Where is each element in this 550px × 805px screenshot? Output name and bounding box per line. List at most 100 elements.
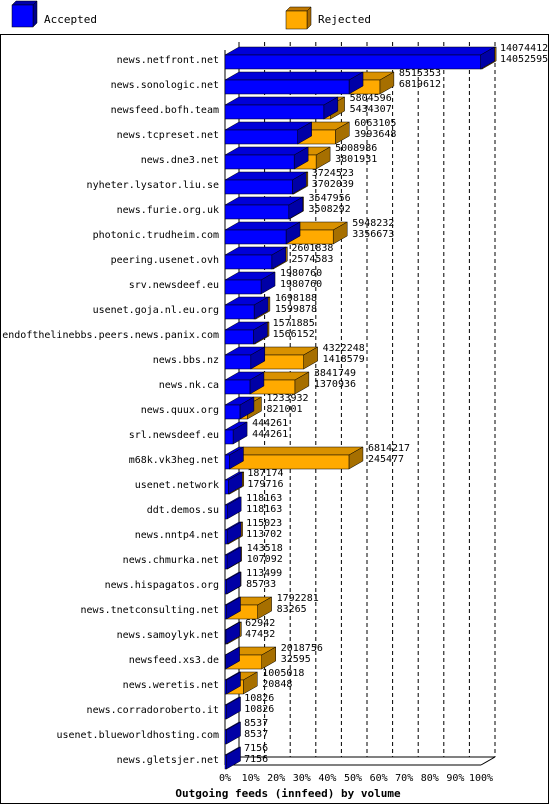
offered-value-label: 5804596	[350, 93, 392, 104]
accepted-bar-top	[224, 71, 364, 81]
accepted-bar	[224, 621, 241, 645]
accepted-bar	[224, 421, 249, 445]
offered-value-label: 1698188	[275, 293, 317, 304]
x-tick-label: 10%	[242, 773, 260, 784]
offered-value-label: 8537	[244, 718, 268, 729]
accepted-bar-front	[224, 629, 227, 645]
accepted-bar	[224, 596, 242, 620]
accepted-value-label: 10826	[244, 704, 274, 715]
accepted-bar-front	[224, 304, 255, 320]
accepted-value-label: 1566152	[273, 329, 315, 340]
offered-value-label: 113499	[246, 568, 282, 579]
offered-value-label: 5948232	[352, 218, 394, 229]
category-label: srv.newsdeef.eu	[129, 280, 219, 291]
accepted-bar-front	[224, 454, 230, 470]
accepted-bar	[224, 146, 310, 170]
category-label: news.samoylyk.net	[117, 630, 219, 641]
category-label: news.tnetconsulting.net	[81, 605, 219, 616]
accepted-value-label: 20848	[262, 679, 292, 690]
accepted-bar	[224, 496, 243, 520]
offered-value-label: 1792281	[277, 593, 319, 604]
offered-value-label: 3724523	[312, 168, 354, 179]
category-label: srl.newsdeef.eu	[129, 430, 219, 441]
accepted-value-label: 821001	[266, 404, 302, 415]
accepted-value-label: 7156	[244, 754, 268, 765]
offered-value-label: 1233932	[266, 393, 308, 404]
x-tick-label: 90%	[446, 773, 464, 784]
accepted-bar-front	[224, 229, 287, 245]
accepted-bar	[224, 96, 339, 120]
accepted-bar-front	[224, 754, 227, 770]
category-label: nyheter.lysator.liu.se	[87, 180, 219, 191]
x-tick-labels: 0% 10% 20% 30% 40% 50% 60% 70% 80% 90% 100%	[219, 773, 493, 784]
accepted-bar-top	[224, 146, 310, 156]
accepted-value-label: 3702039	[312, 179, 354, 190]
accepted-bar-front	[224, 504, 228, 520]
accepted-bar	[224, 196, 304, 220]
accepted-bar	[224, 396, 255, 420]
accepted-bar	[224, 471, 244, 495]
accepted-bar-front	[224, 704, 227, 720]
accepted-bar-front	[224, 479, 229, 495]
category-label: news.sonologic.net	[111, 80, 219, 91]
offered-value-label: 2018756	[281, 643, 323, 654]
accepted-bar-front	[224, 154, 295, 170]
x-tick-label: 50%	[344, 773, 362, 784]
category-label: news.nk.ca	[159, 380, 219, 391]
accepted-bar	[224, 721, 242, 745]
category-label: news.furie.org.uk	[117, 205, 219, 216]
accepted-value-label: 1599878	[275, 304, 317, 315]
offered-value-label: 1980760	[280, 268, 322, 279]
category-label: news.weretis.net	[123, 680, 219, 691]
accepted-bar	[224, 271, 276, 295]
accepted-value-label: 32595	[281, 654, 311, 665]
accepted-bar	[224, 71, 364, 95]
accepted-value-label: 3801931	[335, 154, 377, 165]
category-label: photonic.trudheim.com	[93, 230, 219, 241]
accepted-bar-front	[224, 79, 350, 95]
accepted-bar-front	[224, 529, 228, 545]
rejected-bar-top	[228, 446, 364, 456]
category-label: news.hispagatos.org	[105, 580, 219, 591]
accepted-bar-front	[224, 254, 273, 270]
accepted-bar	[224, 121, 313, 145]
rejected-bar	[228, 446, 364, 470]
category-label: news.quux.org	[141, 405, 219, 416]
offered-value-label: 3841749	[314, 368, 356, 379]
category-label: usenet.blueworldhosting.com	[56, 730, 219, 741]
accepted-bar-front	[224, 729, 227, 745]
legend: Accepted Rejected	[0, 0, 550, 34]
category-label: peering.usenet.ovh	[111, 255, 219, 266]
accepted-bar	[224, 171, 308, 195]
accepted-bar-front	[224, 104, 325, 120]
accepted-bar-top	[224, 46, 496, 56]
offered-value-label: 62942	[245, 618, 275, 629]
accepted-value-label: 8537	[244, 729, 268, 740]
accepted-bar	[224, 371, 265, 395]
category-label: newsfeed.bofh.team	[111, 105, 219, 116]
category-label: news.nntp4.net	[135, 530, 219, 541]
legend-rejected-label: Rejected	[318, 13, 371, 26]
accepted-bar	[224, 221, 301, 245]
category-labels: news.netfront.net news.sonologic.net newsf…	[2, 55, 219, 766]
accepted-value-label: 107092	[247, 554, 283, 565]
accepted-value-label: 1418579	[323, 354, 365, 365]
accepted-bar-front	[224, 579, 227, 595]
accepted-value-label: 85733	[246, 579, 276, 590]
accepted-bar	[224, 346, 266, 370]
rejected-bar-front	[229, 454, 350, 470]
accepted-value-label: 118163	[246, 504, 282, 515]
accepted-bar-front	[224, 654, 226, 670]
chart-frame	[0, 34, 549, 804]
offered-value-label: 143518	[247, 543, 283, 554]
accepted-bar-front	[224, 54, 481, 70]
accepted-bar	[224, 671, 242, 695]
offered-value-label: 4322248	[323, 343, 365, 354]
accepted-bar-top	[224, 96, 339, 106]
accepted-bar-front	[224, 429, 234, 445]
category-label: m68k.vk3heg.net	[129, 455, 219, 466]
category-label: news.bbs.nz	[153, 355, 219, 366]
x-tick-label: 40%	[318, 773, 336, 784]
accepted-bar-front	[224, 204, 290, 220]
